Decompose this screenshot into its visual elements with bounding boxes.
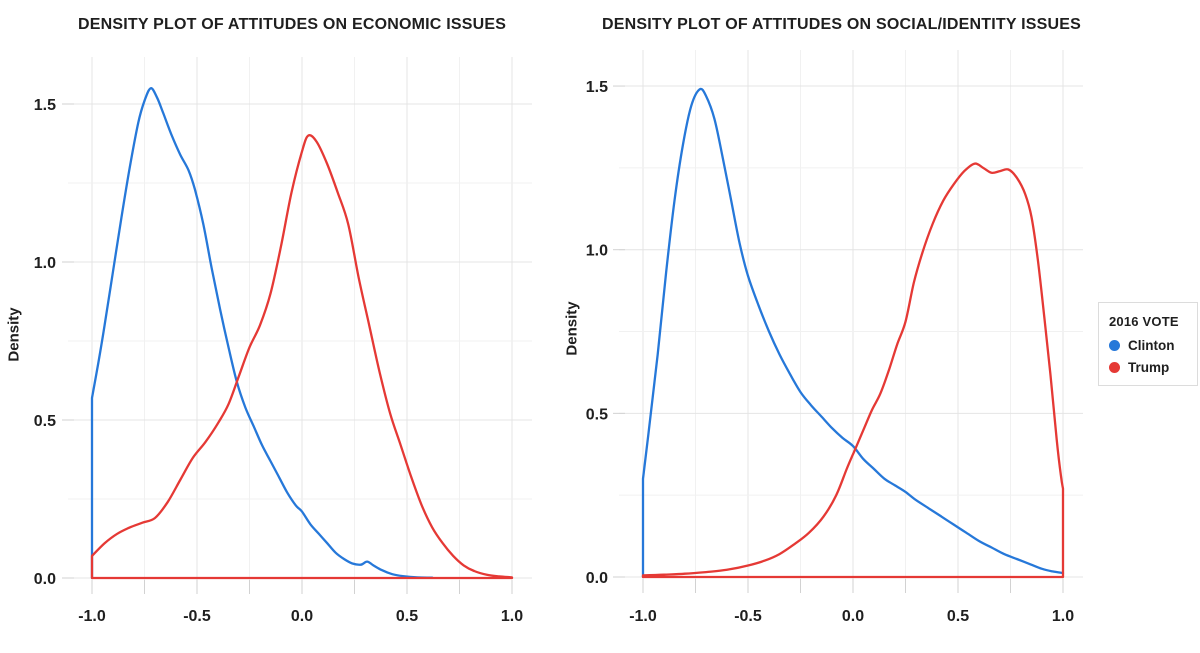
y-tick-label: 1.0: [34, 255, 56, 272]
axis-ticks: [613, 85, 1064, 593]
x-tick-label: 1.0: [501, 608, 523, 625]
axis-ticks: [62, 103, 513, 594]
density-curve-trump: [90, 134, 514, 580]
gridlines: [68, 57, 532, 580]
legend: 2016 VOTE Clinton Trump: [1098, 302, 1198, 386]
y-tick-label: 0.5: [586, 406, 608, 423]
y-tick-label: 0.0: [34, 571, 56, 588]
x-tick-label: 0.0: [842, 608, 864, 625]
x-tick-label: -1.0: [629, 608, 657, 625]
social-density-chart: -1.0 -0.5 0.0 0.5 1.0 0.0 0.5 1.0 1.5: [586, 50, 1083, 625]
clinton-dot-icon: [1109, 340, 1120, 351]
density-curve-clinton: [90, 87, 434, 580]
social-chart-title: DENSITY PLOT OF ATTITUDES ON SOCIAL/IDEN…: [602, 16, 1081, 33]
y-tick-label: 0.0: [586, 570, 608, 587]
y-tick-label: 0.5: [34, 413, 56, 430]
x-tick-label: -0.5: [183, 608, 211, 625]
legend-title: 2016 VOTE: [1109, 314, 1179, 329]
density-curve-trump: [641, 162, 1065, 579]
density-curve-clinton: [641, 87, 1065, 579]
x-tick-label: 0.5: [396, 608, 418, 625]
x-tick-label: -1.0: [78, 608, 106, 625]
legend-label-clinton: Clinton: [1128, 338, 1175, 353]
axis-tick-labels: -1.0 -0.5 0.0 0.5 1.0 0.0 0.5 1.0 1.5: [586, 79, 1074, 625]
trump-dot-icon: [1109, 362, 1120, 373]
y-tick-label: 1.0: [586, 243, 608, 260]
economic-chart-title: DENSITY PLOT OF ATTITUDES ON ECONOMIC IS…: [78, 16, 507, 33]
legend-item-clinton: Clinton: [1109, 338, 1187, 353]
legend-item-trump: Trump: [1109, 360, 1187, 375]
axis-tick-labels: -1.0 -0.5 0.0 0.5 1.0 0.0 0.5 1.0 1.5: [34, 97, 523, 625]
economic-density-chart: -1.0 -0.5 0.0 0.5 1.0 0.0 0.5 1.0 1.5: [34, 57, 532, 625]
x-tick-label: 0.0: [291, 608, 313, 625]
x-tick-label: 0.5: [947, 608, 969, 625]
y-tick-label: 1.5: [586, 79, 608, 96]
gridlines: [619, 50, 1083, 579]
x-tick-label: 1.0: [1052, 608, 1074, 625]
legend-label-trump: Trump: [1128, 360, 1170, 375]
x-tick-label: -0.5: [734, 608, 762, 625]
y-tick-label: 1.5: [34, 97, 56, 114]
